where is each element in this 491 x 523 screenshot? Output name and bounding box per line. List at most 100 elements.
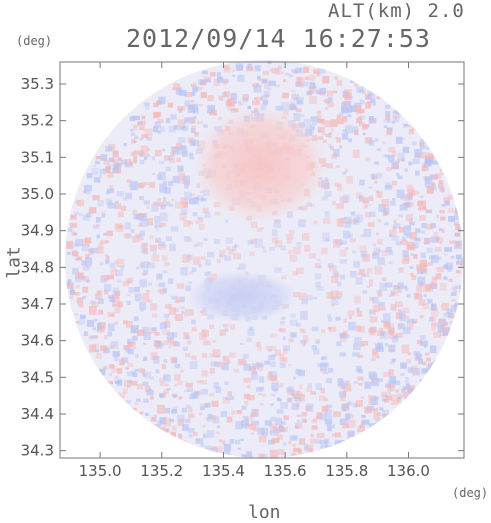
negative-speckle xyxy=(345,125,353,134)
positive-speckle xyxy=(282,92,289,99)
negative-speckle xyxy=(371,378,379,387)
negative-speckle xyxy=(371,397,378,405)
negative-speckle xyxy=(292,394,300,399)
negative-speckle xyxy=(164,408,171,414)
positive-speckle xyxy=(269,423,277,429)
positive-speckle xyxy=(336,218,344,227)
negative-speckle xyxy=(204,402,211,408)
negative-speckle xyxy=(180,208,188,215)
positive-speckle xyxy=(222,80,227,86)
negative-speckle xyxy=(109,157,115,163)
positive-speckle xyxy=(292,246,301,255)
positive-speckle xyxy=(395,389,399,393)
positive-speckle xyxy=(336,137,341,143)
negative-speckle xyxy=(403,225,412,231)
positive-speckle xyxy=(167,338,174,343)
positive-speckle xyxy=(331,200,336,206)
negative-speckle xyxy=(232,74,236,77)
negative-speckle xyxy=(288,385,295,390)
negative-speckle xyxy=(67,279,72,283)
positive-speckle xyxy=(341,403,350,410)
negative-speckle xyxy=(329,424,336,429)
negative-speckle xyxy=(384,184,393,190)
positive-speckle xyxy=(100,345,107,352)
negative-speckle xyxy=(399,204,408,211)
negative-speckle xyxy=(158,224,163,228)
positive-speckle xyxy=(365,93,372,99)
positive-speckle xyxy=(384,321,391,328)
positive-speckle xyxy=(191,355,197,361)
positive-speckle xyxy=(69,295,74,300)
positive-speckle xyxy=(211,415,217,421)
positive-speckle xyxy=(176,283,185,289)
negative-speckle xyxy=(216,425,220,429)
negative-speckle xyxy=(103,347,110,354)
negative-speckle xyxy=(82,264,90,271)
negative-speckle xyxy=(207,105,215,114)
positive-speckle xyxy=(398,323,403,329)
positive-speckle xyxy=(96,246,104,254)
positive-speckle xyxy=(316,115,322,121)
positive-speckle xyxy=(150,352,158,360)
negative-speckle xyxy=(342,129,347,133)
positive-speckle xyxy=(95,293,103,300)
positive-speckle xyxy=(197,380,201,384)
negative-speckle xyxy=(110,341,119,349)
negative-speckle xyxy=(340,333,347,339)
positive-speckle xyxy=(164,428,169,433)
negative-speckle xyxy=(369,186,373,189)
negative-speckle xyxy=(404,168,408,172)
negative-speckle xyxy=(156,273,163,280)
negative-speckle xyxy=(99,261,104,266)
negative-speckle xyxy=(337,281,342,287)
negative-speckle xyxy=(374,161,379,165)
negative-speckle xyxy=(412,368,420,376)
negative-speckle xyxy=(388,160,393,163)
positive-speckle xyxy=(324,182,330,190)
positive-speckle xyxy=(168,346,172,349)
positive-speckle xyxy=(107,380,114,384)
negative-speckle xyxy=(348,322,356,331)
negative-speckle xyxy=(352,402,358,408)
positive-speckle xyxy=(203,340,211,346)
positive-speckle xyxy=(368,401,372,405)
positive-speckle xyxy=(310,438,316,444)
positive-speckle xyxy=(357,354,363,358)
negative-speckle xyxy=(140,261,149,269)
positive-speckle xyxy=(404,392,409,397)
negative-speckle xyxy=(180,266,188,276)
positive-speckle xyxy=(453,221,459,226)
positive-speckle xyxy=(381,250,388,257)
positive-speckle xyxy=(199,403,206,408)
negative-speckle xyxy=(396,393,405,398)
positive-speckle xyxy=(165,318,170,321)
positive-speckle xyxy=(150,303,157,311)
negative-speckle xyxy=(114,380,120,384)
positive-speckle xyxy=(271,236,279,243)
negative-speckle xyxy=(113,163,120,170)
positive-speckle xyxy=(447,194,455,200)
positive-speckle xyxy=(406,241,415,251)
positive-speckle xyxy=(392,226,397,231)
negative-speckle xyxy=(241,405,247,410)
negative-speckle xyxy=(454,302,459,307)
positive-speckle xyxy=(408,191,413,197)
positive-speckle xyxy=(75,284,80,289)
positive-speckle xyxy=(133,126,138,131)
negative-speckle xyxy=(439,186,445,192)
negative-speckle xyxy=(105,146,113,152)
negative-speckle xyxy=(191,267,197,272)
positive-speckle xyxy=(336,114,341,119)
negative-speckle xyxy=(429,283,438,289)
negative-speckle xyxy=(283,345,290,351)
positive-speckle xyxy=(71,231,76,236)
negative-speckle xyxy=(108,200,113,204)
negative-speckle xyxy=(237,447,241,450)
positive-speckle xyxy=(212,349,221,357)
positive-speckle xyxy=(455,241,461,248)
positive-speckle xyxy=(252,408,258,413)
negative-speckle xyxy=(408,387,414,394)
positive-speckle xyxy=(440,216,446,221)
positive-speckle xyxy=(191,327,197,332)
negative-speckle xyxy=(152,355,160,364)
